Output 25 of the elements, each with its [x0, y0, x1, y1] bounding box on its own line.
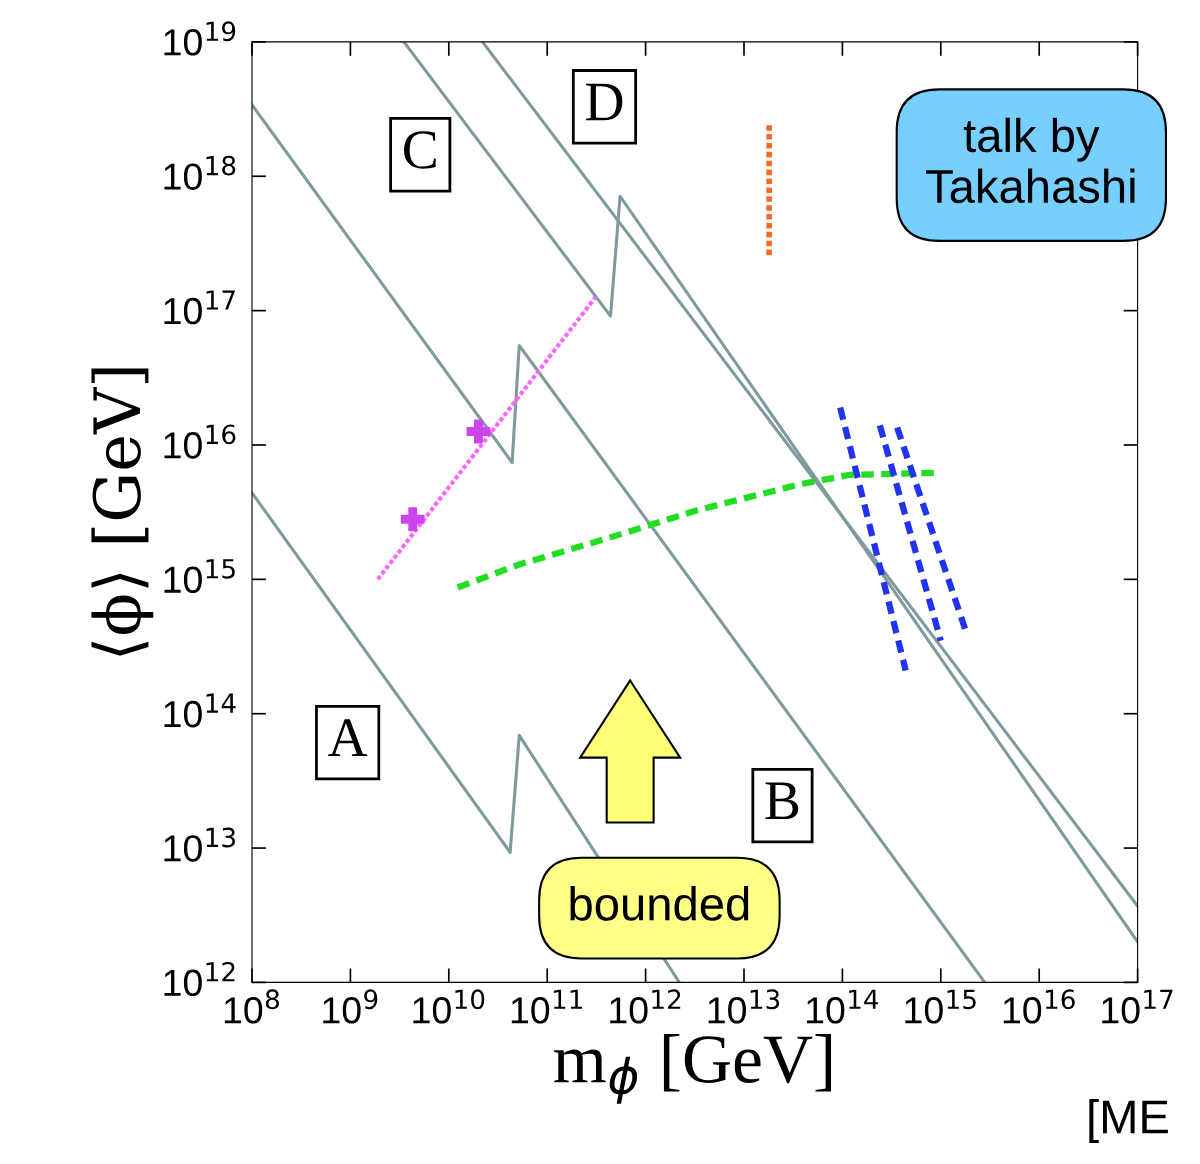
- y-tick-label: 10$^{17}$: [164, 290, 235, 325]
- x-tick-label: 10$^{13}$: [708, 989, 780, 1024]
- annotation: bounded: [570, 886, 749, 921]
- x-axis-title: m$_{ϕ}$ [GeV]: [554, 1034, 832, 1104]
- text: [ME: [1089, 1099, 1168, 1144]
- y-axis-title: ⟨ϕ⟩ [GeV]: [91, 368, 154, 656]
- annotation: talk by Takahashi: [926, 117, 1135, 204]
- y-tick-label: 10$^{15}$: [164, 559, 235, 594]
- annotation: B: [765, 782, 799, 820]
- x-tick-label: 10$^{12}$: [610, 989, 681, 1024]
- y-tick-label: 10$^{18}$: [164, 155, 236, 190]
- x-tick-label: 10$^{16}$: [1003, 989, 1075, 1024]
- y-tick-label: 10$^{16}$: [164, 424, 236, 459]
- x-tick-label: 10$^{14}$: [807, 989, 879, 1024]
- x-tick-label: 10$^{9}$: [323, 989, 378, 1024]
- annotation: A: [328, 719, 368, 756]
- y-tick-label: 10$^{14}$: [164, 693, 236, 728]
- y-tick-label: 10$^{19}$: [164, 21, 236, 56]
- annotation: C: [404, 131, 436, 169]
- annotation: D: [586, 83, 623, 121]
- y-tick-label: 10$^{13}$: [164, 827, 235, 862]
- x-tick-label: 10$^{15}$: [905, 989, 976, 1024]
- x-tick-label: 10$^{11}$: [511, 989, 582, 1024]
- x-tick-label: 10$^{10}$: [413, 989, 485, 1024]
- x-tick-label: 10$^{17}$: [1102, 989, 1173, 1024]
